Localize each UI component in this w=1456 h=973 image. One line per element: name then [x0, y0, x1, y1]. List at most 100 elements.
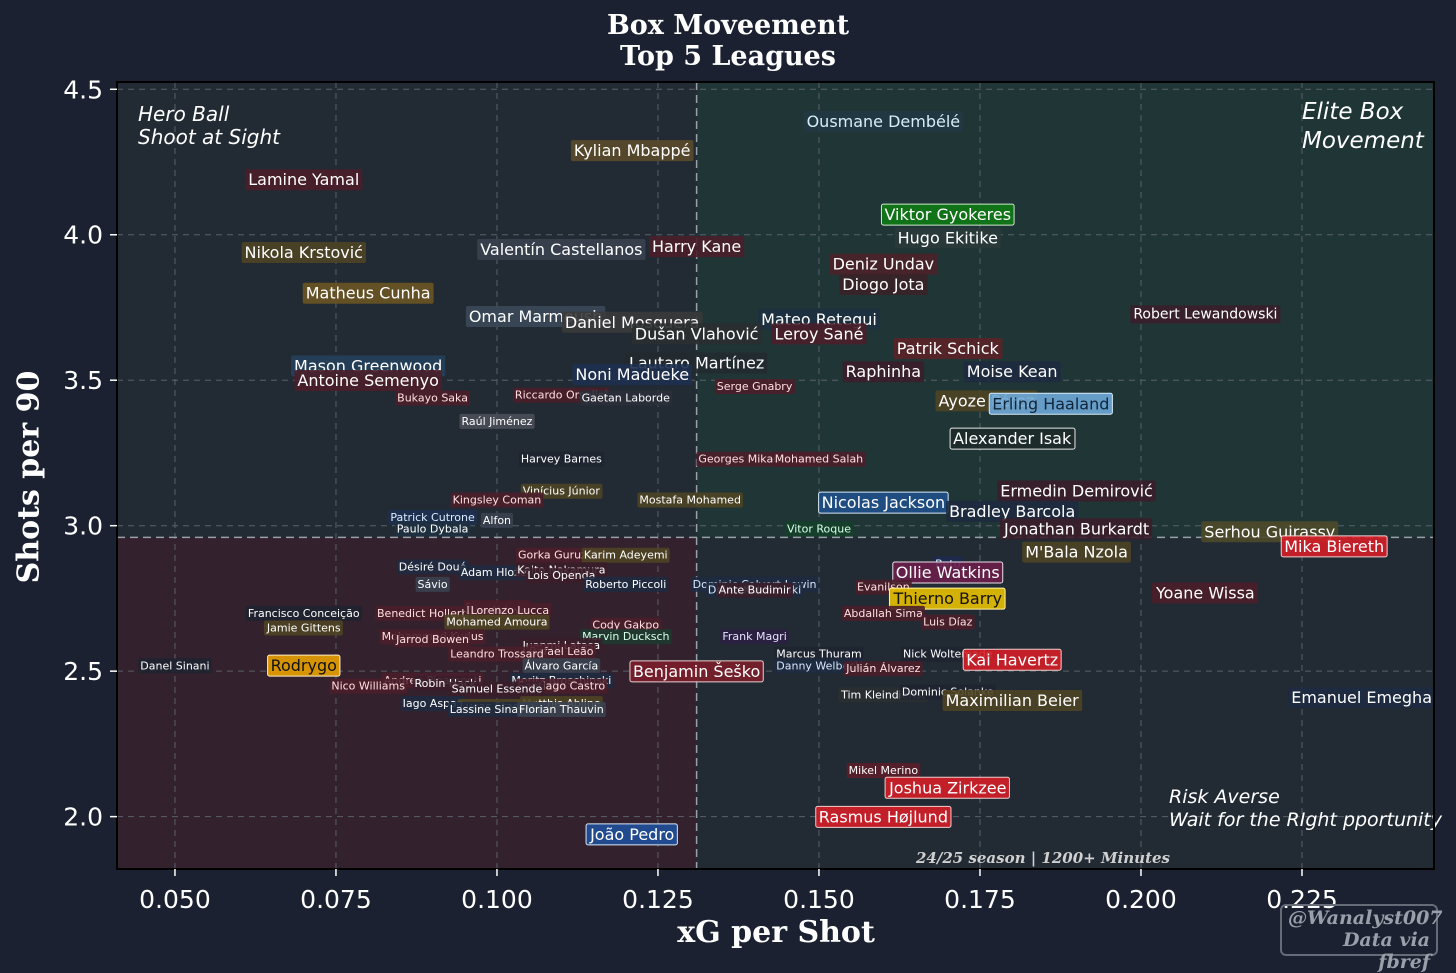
player-label-box	[477, 239, 646, 261]
player-label: Ousmane Dembélé	[803, 111, 964, 133]
player-label-box	[329, 678, 408, 694]
player-label-box	[395, 390, 470, 406]
player-name: Yoane Wissa	[1155, 583, 1255, 602]
quadrant-label-top-right-1: Elite Box	[1302, 99, 1404, 125]
player-label-box	[241, 241, 366, 263]
player-label: Cody Gakpo	[590, 617, 662, 633]
player-label: Marvin Ducksch	[580, 629, 672, 645]
player-label-box	[892, 561, 1004, 584]
player-label-box	[388, 509, 477, 525]
player-label: Dušan Vlahović	[631, 323, 762, 345]
player-label-box	[774, 658, 865, 674]
player-label-box	[829, 253, 938, 275]
x-tick-label: 0.225	[1266, 885, 1338, 914]
plot-frame	[116, 81, 1435, 870]
player-label: Julián Álvarez	[843, 661, 923, 677]
player-label: Patrick Cutrone	[388, 509, 477, 525]
player-labels: Ousmane Dembélé Kylian Mbappé Lamine Yamal…	[138, 111, 1435, 846]
player-label-box	[771, 323, 867, 345]
player-label-box	[525, 568, 598, 584]
player-label: Robert Lewandowski	[1130, 305, 1281, 324]
player-name: Ante Budimir	[719, 584, 791, 597]
player-label-box	[415, 576, 450, 592]
player-label-box	[444, 614, 550, 630]
player-name: Nicolas Jackson	[822, 493, 946, 512]
player-label: Lorenzo Lucca	[468, 603, 552, 619]
player-name: Danny Welbeck	[776, 659, 862, 672]
player-name: Florian Thauvin	[519, 703, 604, 716]
player-label: Karim Adeyemi	[581, 547, 670, 563]
player-name: Emanuel Emegha	[1291, 688, 1432, 707]
player-name: Bukayo Saka	[397, 392, 468, 405]
player-label-box	[839, 273, 928, 295]
player-name: Raphinha	[846, 362, 921, 381]
player-label: Leroy Sané	[771, 323, 867, 345]
player-label-box	[448, 646, 546, 662]
quadrant-annotations: Hero Ball Shoot at Sight Elite Box Movem…	[138, 99, 1443, 867]
player-label: Kylian Mbappé	[570, 140, 694, 162]
player-label-box	[784, 521, 854, 537]
y-tick-label: 4.0	[63, 221, 103, 250]
player-name: Leroy Sané	[774, 324, 863, 343]
player-name: Samuel Essende	[452, 683, 543, 696]
player-name: Lois Openda	[527, 569, 595, 582]
x-tick-label: 0.075	[300, 885, 372, 914]
player-name: Sávio	[418, 578, 448, 591]
player-label: Jarrod Bowen	[393, 632, 471, 648]
player-label: Samuel Essende	[449, 681, 545, 697]
quadrant-label-top-left-2: Shoot at Sight	[138, 125, 281, 149]
player-label: Alfon	[480, 512, 514, 528]
player-label-box	[888, 587, 1006, 610]
player-name: Patrik Schick	[897, 339, 1000, 358]
player-label-box	[774, 646, 864, 662]
player-label: Mikel Merino	[846, 763, 921, 779]
x-tick-label: 0.100	[461, 885, 533, 914]
player-name: Abdallah Sima	[844, 607, 923, 620]
player-label-box	[572, 364, 693, 386]
x-tick-label: 0.050	[139, 885, 211, 914]
player-name: Kai Havertz	[966, 650, 1058, 669]
player-label-box	[880, 203, 1015, 226]
player-label: Kai Havertz	[962, 648, 1062, 671]
player-name: Leandro Trossard	[450, 648, 544, 661]
player-name: Gaetan Laborde	[582, 392, 670, 405]
player-label-box	[518, 451, 605, 467]
player-label: Francisco Conceição	[245, 605, 362, 621]
player-label-box	[884, 776, 1010, 799]
player-label: Matheus Cunha	[302, 282, 434, 304]
player-label: Paulo Dybala	[394, 521, 471, 537]
player-label-box	[963, 361, 1061, 383]
player-label: Lamine Yamal	[245, 169, 363, 191]
player-name: Mika Biereth	[1284, 537, 1384, 556]
player-name: Kingsley Coman	[453, 493, 542, 506]
player-label-box	[138, 658, 212, 674]
player-name: Rasmus Højlund	[819, 807, 948, 826]
player-label: Marcus Thuram	[774, 646, 864, 662]
credit-box: @Wanalyst007 Data via fbref	[1280, 904, 1443, 973]
player-label: Mostafa Mohamed	[637, 492, 743, 508]
player-name: Ermedin Demirović	[1000, 482, 1153, 501]
player-label-box	[637, 492, 743, 508]
player-label: Alexander Isak	[949, 427, 1076, 450]
player-name: Nikola Krstović	[245, 243, 363, 262]
player-label-box	[894, 227, 1001, 249]
player-label: Bradley Barcola	[946, 500, 1079, 522]
player-label-box	[1152, 582, 1258, 604]
player-name: Marcus Thuram	[776, 648, 861, 661]
player-label: Danny Welbeck	[774, 658, 865, 674]
player-label: Erling Haaland	[988, 392, 1113, 415]
player-name: Hugo Ekitike	[898, 228, 998, 247]
player-name: Jonathan Burkardt	[1003, 519, 1149, 538]
x-tick-label: 0.200	[1105, 885, 1177, 914]
player-label-box	[245, 169, 363, 191]
player-label: Désiré Doué	[396, 559, 469, 575]
player-label-box	[450, 492, 544, 508]
player-label: Jamie Gittens	[263, 620, 343, 636]
player-label: Valentín Castellanos	[477, 239, 646, 261]
player-name: Álvaro García	[524, 659, 598, 672]
player-name: Jarrod Bowen	[395, 633, 469, 646]
player-label-box	[841, 605, 925, 621]
player-label-box	[842, 361, 925, 383]
credit-author: @Wanalyst007	[1288, 907, 1443, 929]
player-name: Mohamed Amoura	[446, 616, 547, 629]
